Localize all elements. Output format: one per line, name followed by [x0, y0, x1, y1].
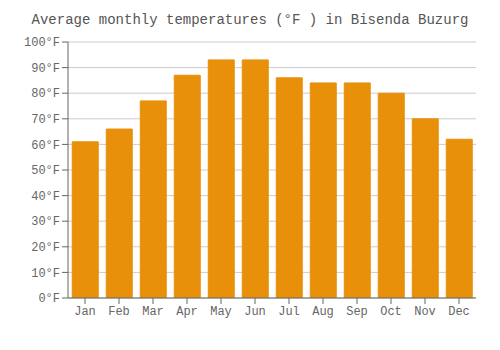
svg-text:0°F: 0°F — [38, 292, 60, 306]
svg-text:Nov: Nov — [414, 305, 436, 319]
svg-text:20°F: 20°F — [31, 241, 60, 255]
svg-text:Dec: Dec — [448, 305, 470, 319]
svg-text:Mar: Mar — [142, 305, 164, 319]
svg-text:70°F: 70°F — [31, 113, 60, 127]
svg-text:80°F: 80°F — [31, 87, 60, 101]
svg-text:50°F: 50°F — [31, 164, 60, 178]
svg-text:10°F: 10°F — [31, 267, 60, 281]
svg-text:90°F: 90°F — [31, 62, 60, 76]
svg-text:100°F: 100°F — [24, 36, 60, 50]
html-text:Average monthly temperatures (: Average monthly temperatures (°F ) in Bi… — [31, 12, 469, 28]
svg-text:May: May — [210, 305, 232, 319]
svg-text:Jul: Jul — [278, 305, 300, 319]
svg-text:Apr: Apr — [176, 305, 198, 319]
svg-text:Jan: Jan — [74, 305, 96, 319]
svg-text:40°F: 40°F — [31, 190, 60, 204]
svg-text:Oct: Oct — [380, 305, 402, 319]
svg-text:60°F: 60°F — [31, 139, 60, 153]
svg-text:Aug: Aug — [312, 305, 334, 319]
svg-text:Feb: Feb — [108, 305, 130, 319]
svg-text:Sep: Sep — [346, 305, 368, 319]
svg-text:Jun: Jun — [244, 305, 266, 319]
svg-text:30°F: 30°F — [31, 215, 60, 229]
